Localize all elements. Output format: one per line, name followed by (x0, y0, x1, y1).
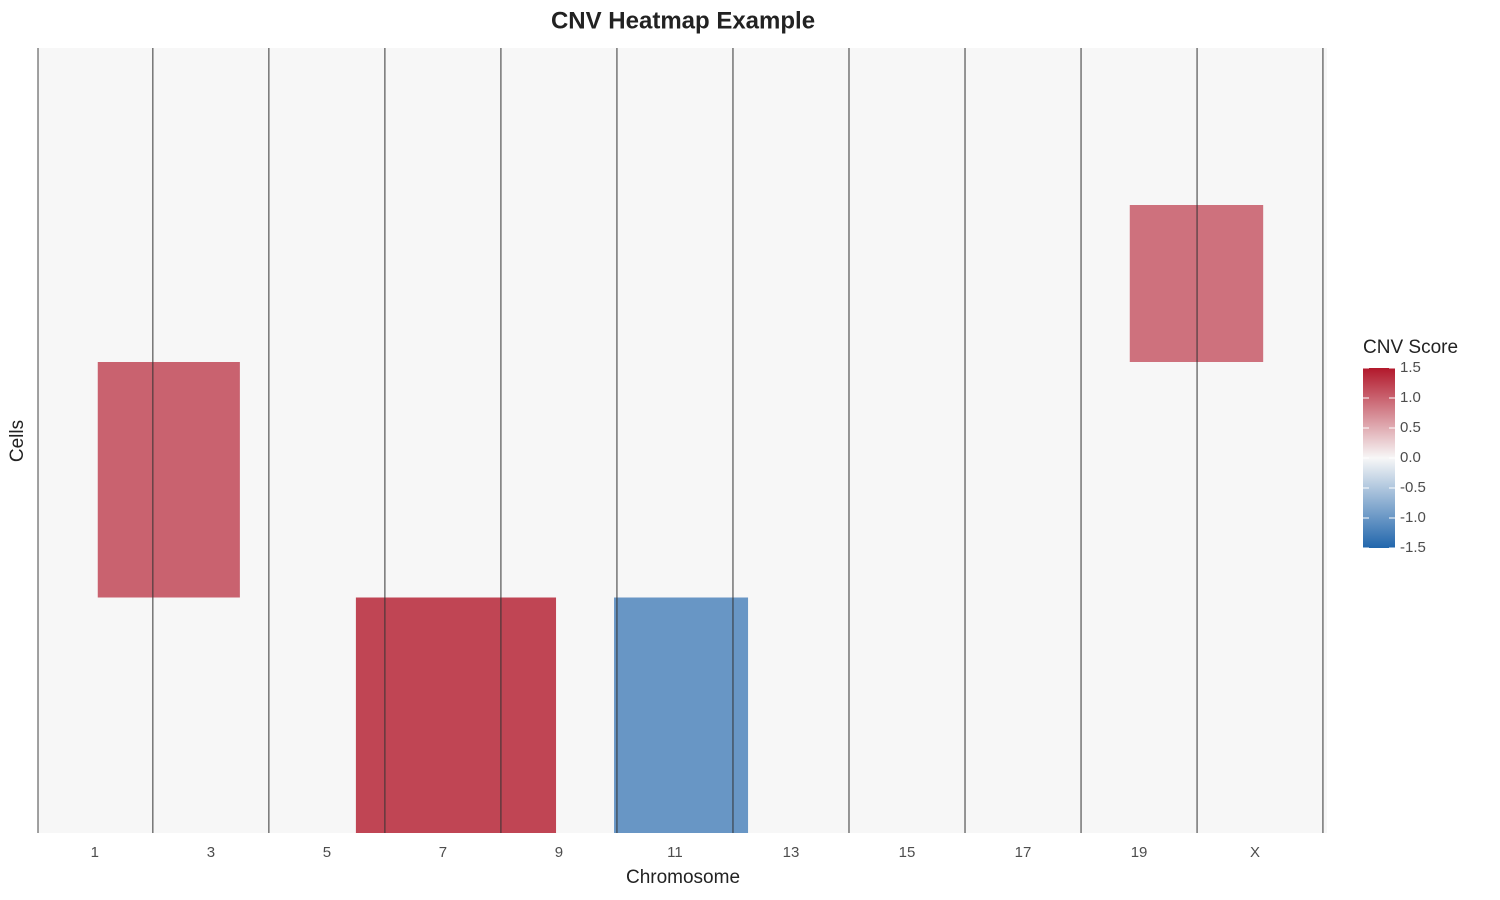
legend-tick-label: -1.0 (1400, 509, 1426, 526)
y-axis-label: Cells (7, 420, 28, 462)
x-tick-label: 15 (899, 844, 916, 861)
x-tick-label: 1 (91, 844, 99, 861)
x-tick-label: 3 (207, 844, 215, 861)
x-axis-label: Chromosome (626, 867, 740, 888)
heatmap-region (355, 597, 557, 833)
chart-title: CNV Heatmap Example (551, 7, 815, 34)
legend-tick-label: 1.5 (1400, 359, 1421, 376)
legend-tick-label: 0.0 (1400, 449, 1421, 466)
legend-tick-label: -0.5 (1400, 479, 1426, 496)
x-tick-label: 17 (1015, 844, 1032, 861)
legend-tick-label: 0.5 (1400, 419, 1421, 436)
x-tick-label: 7 (439, 844, 447, 861)
x-tick-label: 11 (667, 844, 683, 861)
x-tick-label: 9 (555, 844, 563, 861)
legend-tick-label: 1.0 (1400, 389, 1421, 406)
legend-tick-label: -1.5 (1400, 539, 1426, 556)
heatmap-region (1129, 205, 1264, 362)
heatmap-region (614, 597, 749, 833)
x-tick-label: X (1250, 844, 1260, 861)
x-tick-label: 5 (323, 844, 331, 861)
heatmap-region (97, 362, 240, 598)
x-tick-label: 19 (1131, 844, 1148, 861)
x-tick-label: 13 (783, 844, 800, 861)
legend-title: CNV Score (1363, 337, 1458, 358)
